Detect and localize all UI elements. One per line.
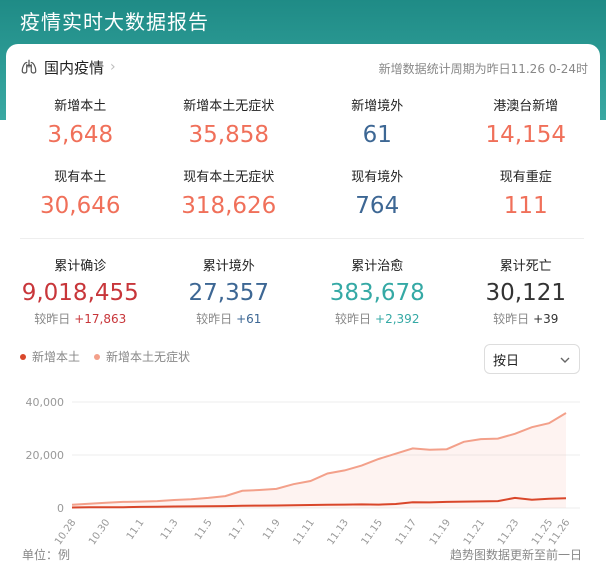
- compare-label: 较昨日: [493, 312, 530, 326]
- stat-label: 现有重症: [499, 170, 552, 185]
- chevron-down-icon: [560, 357, 570, 363]
- compare-value: +61: [236, 312, 262, 326]
- stat-value: 9,018,455: [21, 280, 139, 306]
- lungs-icon: [21, 59, 37, 74]
- stat-label: 累计境外: [202, 259, 255, 274]
- stat-label: 现有本土: [54, 170, 107, 185]
- stat-label: 新增境外: [351, 99, 404, 114]
- x-tick-label: 11.5: [193, 517, 215, 542]
- legend-dot: [20, 353, 26, 360]
- stat-new-local: 新增本土 3,648: [6, 98, 155, 150]
- compare-value: +17,863: [74, 312, 127, 326]
- x-tick-label: 11.15: [360, 517, 385, 547]
- stat-label: 新增本土无症状: [183, 99, 275, 114]
- x-tick-label: 11.19: [428, 517, 453, 547]
- compare-label: 较昨日: [335, 312, 372, 326]
- report-card: 国内疫情 › 新增数据统计周期为昨日11.26 0-24时 新增本土 3,648…: [6, 44, 600, 578]
- x-tick-label: 11.13: [326, 517, 351, 547]
- stat-label: 新增本土: [54, 99, 107, 114]
- stat-value: 383,678: [329, 280, 425, 306]
- compare-label: 较昨日: [196, 312, 233, 326]
- stat-value: 764: [355, 193, 400, 219]
- x-tick-label: 11.11: [292, 517, 317, 547]
- stat-label: 累计确诊: [54, 259, 107, 274]
- stat-cumulative-imported: 累计境外 27,357 较昨日 +61: [155, 258, 304, 327]
- stat-value: 30,121: [485, 280, 566, 306]
- stat-current-local-asymptomatic: 现有本土无症状 318,626: [155, 169, 304, 221]
- compare-value: +2,392: [375, 312, 420, 326]
- stat-value: 318,626: [181, 193, 277, 219]
- legend-item-new-asymptomatic[interactable]: 新增本土无症状: [94, 348, 190, 365]
- stat-current-local: 现有本土 30,646: [6, 169, 155, 221]
- stat-label: 累计治愈: [351, 259, 404, 274]
- divider: [20, 238, 584, 239]
- x-tick-label: 11.1: [125, 517, 147, 542]
- stat-new-local-asymptomatic: 新增本土无症状 35,858: [155, 98, 304, 150]
- compare-value: +39: [533, 312, 559, 326]
- unit-label: 单位：例: [22, 548, 71, 562]
- compare-line: 较昨日 +17,863: [6, 310, 155, 327]
- stat-new-hk-macau-tw: 港澳台新增 14,154: [452, 98, 601, 150]
- y-tick-label: 40,000: [26, 396, 65, 409]
- y-tick-label: 0: [57, 502, 64, 515]
- period-note: 新增数据统计周期为昨日11.26 0-24时: [378, 62, 588, 76]
- x-tick-label: 11.7: [227, 517, 249, 542]
- stat-value: 30,646: [40, 193, 121, 219]
- x-tick-label: 11.21: [462, 517, 487, 547]
- stat-value: 3,648: [47, 122, 114, 148]
- x-tick-label: 10.28: [53, 517, 78, 547]
- legend-label: 新增本土: [32, 350, 81, 364]
- update-note: 趋势图数据更新至前一日: [449, 548, 582, 562]
- compare-line: 较昨日 +39: [452, 310, 601, 327]
- y-tick-label: 20,000: [26, 449, 65, 462]
- legend-label: 新增本土无症状: [106, 350, 191, 364]
- stat-label: 现有本土无症状: [183, 170, 275, 185]
- x-tick-label: 11.3: [159, 517, 181, 542]
- legend-dot: [94, 353, 101, 360]
- stat-label: 港澳台新增: [493, 99, 559, 114]
- stat-new-imported: 新增境外 61: [303, 98, 452, 150]
- stat-value: 61: [362, 122, 392, 148]
- stat-cumulative-deaths: 累计死亡 30,121 较昨日 +39: [452, 258, 601, 327]
- stat-value: 27,357: [188, 280, 269, 306]
- stat-value: 14,154: [485, 122, 566, 148]
- x-tick-label: 10.30: [87, 517, 112, 547]
- series-line: [71, 496, 567, 509]
- series-line: [71, 412, 567, 506]
- compare-line: 较昨日 +61: [155, 310, 304, 327]
- x-tick-label: 11.9: [261, 517, 283, 542]
- stat-current-severe: 现有重症 111: [452, 169, 601, 221]
- section-header[interactable]: 国内疫情 ›: [20, 56, 116, 78]
- stat-label: 累计死亡: [499, 259, 552, 274]
- cumulative-stats: 累计确诊 9,018,455 较昨日 +17,863 累计境外 27,357 较昨…: [6, 258, 600, 327]
- stat-current-imported: 现有境外 764: [303, 169, 452, 221]
- row1-stats: 新增本土 3,648 新增本土无症状 35,858 新增境外 61 港澳台新增 …: [6, 98, 600, 150]
- x-tick-label: 11.23: [496, 517, 521, 547]
- chevron-right-icon: ›: [110, 59, 116, 75]
- legend-item-new-local[interactable]: 新增本土: [20, 348, 80, 365]
- stat-cumulative-cured: 累计治愈 383,678 较昨日 +2,392: [303, 258, 452, 327]
- section-title: 国内疫情: [44, 58, 105, 77]
- stat-label: 现有境外: [351, 170, 404, 185]
- trend-chart: 0 20,000 40,000 10.28 10.30 11.1 11.3 11.5 11.7 1…: [26, 396, 580, 547]
- chart-legend: 新增本土 新增本土无症状: [20, 348, 204, 365]
- series-area: [72, 413, 566, 508]
- interval-select[interactable]: 按日: [484, 344, 580, 374]
- compare-label: 较昨日: [34, 312, 71, 326]
- select-value: 按日: [493, 353, 520, 369]
- stat-cumulative-confirmed: 累计确诊 9,018,455 较昨日 +17,863: [6, 258, 155, 327]
- x-tick-label: 11.17: [394, 517, 419, 547]
- stat-value: 35,858: [188, 122, 269, 148]
- stat-value: 111: [503, 193, 548, 219]
- row2-stats: 现有本土 30,646 现有本土无症状 318,626 现有境外 764 现有重…: [6, 169, 600, 221]
- compare-line: 较昨日 +2,392: [303, 310, 452, 327]
- page-title: 疫情实时大数据报告: [20, 10, 209, 34]
